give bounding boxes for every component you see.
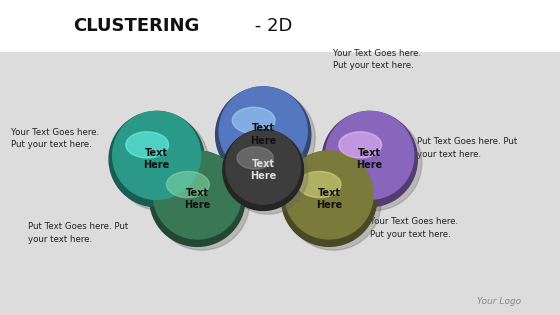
- Ellipse shape: [339, 132, 381, 158]
- Ellipse shape: [150, 151, 245, 246]
- Text: Text
Here: Text Here: [316, 187, 342, 210]
- Text: Your Text Goes here.
Put your text here.: Your Text Goes here. Put your text here.: [370, 217, 458, 239]
- Text: CLUSTERING: CLUSTERING: [73, 17, 199, 35]
- Ellipse shape: [285, 151, 373, 239]
- Ellipse shape: [227, 134, 308, 214]
- Ellipse shape: [114, 115, 209, 210]
- Ellipse shape: [219, 87, 307, 175]
- Text: Put Text Goes here. Put
your text here.: Put Text Goes here. Put your text here.: [417, 137, 517, 158]
- Text: Text
Here: Text Here: [250, 123, 276, 146]
- Ellipse shape: [282, 151, 377, 246]
- Ellipse shape: [237, 147, 273, 169]
- Ellipse shape: [232, 107, 275, 134]
- Text: Your Logo: Your Logo: [477, 296, 521, 306]
- Ellipse shape: [326, 111, 414, 199]
- Ellipse shape: [166, 171, 209, 198]
- Ellipse shape: [216, 87, 311, 182]
- FancyBboxPatch shape: [0, 52, 560, 315]
- Ellipse shape: [223, 130, 304, 210]
- Ellipse shape: [109, 112, 204, 207]
- Ellipse shape: [220, 91, 315, 186]
- Text: Put Text Goes here. Put
your text here.: Put Text Goes here. Put your text here.: [28, 222, 128, 243]
- Text: Text
Here: Text Here: [143, 148, 170, 170]
- Ellipse shape: [326, 115, 422, 210]
- Ellipse shape: [153, 151, 241, 239]
- FancyBboxPatch shape: [0, 0, 560, 52]
- Ellipse shape: [322, 112, 417, 207]
- Ellipse shape: [154, 155, 249, 250]
- Text: Text
Here: Text Here: [184, 187, 211, 210]
- Ellipse shape: [126, 132, 169, 158]
- Ellipse shape: [298, 171, 341, 198]
- Text: Text
Here: Text Here: [250, 159, 276, 181]
- Text: Your Text Goes here.
Put your text here.: Your Text Goes here. Put your text here.: [333, 49, 421, 70]
- Ellipse shape: [226, 129, 301, 204]
- Text: Text
Here: Text Here: [357, 148, 383, 170]
- Text: Your Text Goes here.
Put your text here.: Your Text Goes here. Put your text here.: [11, 128, 99, 149]
- Text: - 2D: - 2D: [249, 17, 292, 35]
- Ellipse shape: [286, 155, 381, 250]
- Ellipse shape: [113, 111, 200, 199]
